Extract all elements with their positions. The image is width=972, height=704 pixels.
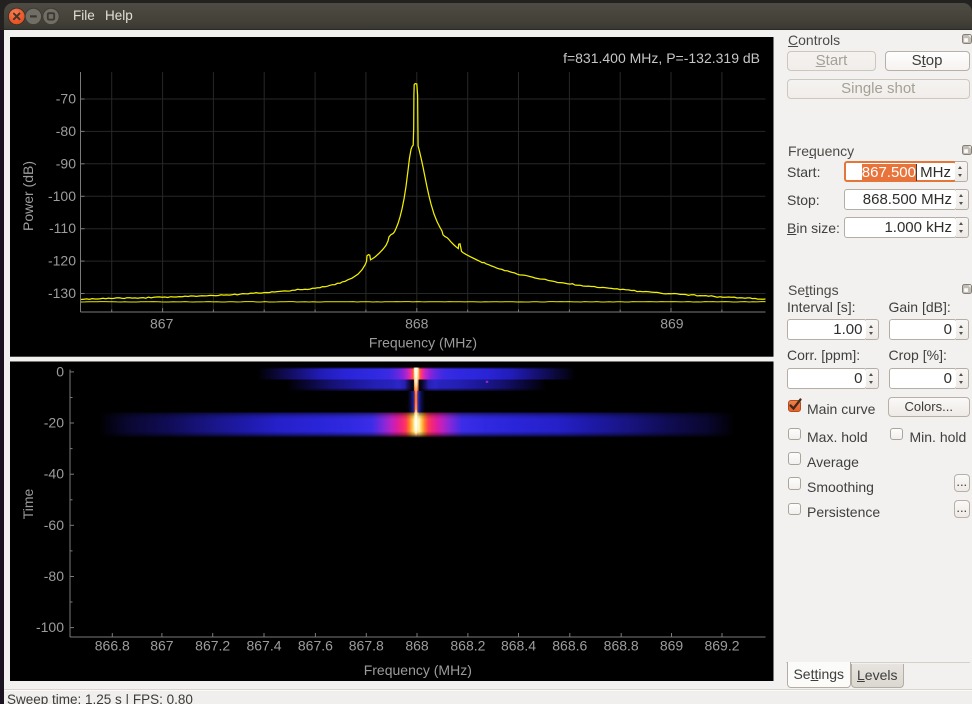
svg-text:-80: -80 xyxy=(56,123,76,139)
svg-text:-60: -60 xyxy=(44,517,64,533)
svg-text:-100: -100 xyxy=(48,188,76,204)
svg-text:-80: -80 xyxy=(44,568,64,584)
svg-text:866.8: 866.8 xyxy=(95,638,130,654)
svg-text:867: 867 xyxy=(150,316,174,332)
svg-text:-130: -130 xyxy=(48,285,76,301)
svg-text:-100: -100 xyxy=(36,619,64,635)
svg-text:867: 867 xyxy=(150,638,174,654)
svg-text:Time: Time xyxy=(20,488,36,519)
svg-text:-40: -40 xyxy=(44,466,64,482)
svg-text:868.2: 868.2 xyxy=(450,638,485,654)
svg-text:868: 868 xyxy=(405,316,429,332)
svg-text:869: 869 xyxy=(660,638,684,654)
svg-text:-70: -70 xyxy=(56,91,76,107)
svg-text:868.6: 868.6 xyxy=(552,638,587,654)
svg-text:867.4: 867.4 xyxy=(246,638,281,654)
svg-text:Frequency (MHz): Frequency (MHz) xyxy=(364,662,472,678)
svg-text:-110: -110 xyxy=(49,220,76,236)
svg-text:-120: -120 xyxy=(48,253,76,269)
svg-text:-20: -20 xyxy=(44,415,64,431)
svg-text:869: 869 xyxy=(660,316,684,332)
svg-text:f=831.400 MHz, P=-132.319 dB: f=831.400 MHz, P=-132.319 dB xyxy=(563,50,760,66)
svg-text:Power (dB): Power (dB) xyxy=(20,161,36,231)
svg-text:0: 0 xyxy=(56,363,64,379)
svg-text:-90: -90 xyxy=(56,155,76,171)
svg-text:868.8: 868.8 xyxy=(604,638,639,654)
svg-text:868: 868 xyxy=(405,638,429,654)
svg-text:869.2: 869.2 xyxy=(704,638,739,654)
svg-text:867.8: 867.8 xyxy=(349,638,384,654)
svg-text:867.6: 867.6 xyxy=(298,638,333,654)
svg-text:867.2: 867.2 xyxy=(195,638,230,654)
svg-text:868.4: 868.4 xyxy=(501,638,536,654)
svg-text:Frequency (MHz): Frequency (MHz) xyxy=(369,335,477,351)
